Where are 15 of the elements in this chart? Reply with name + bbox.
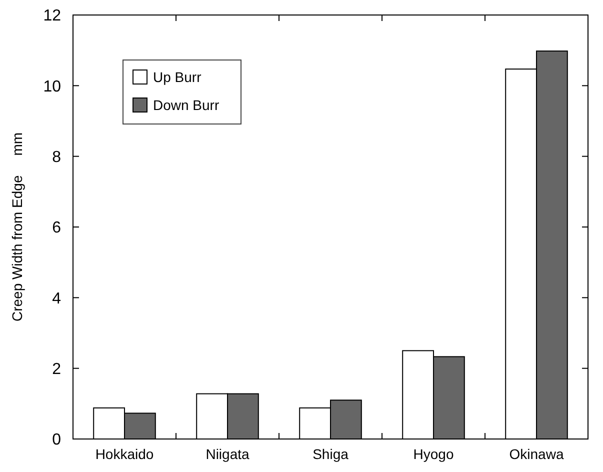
y-tick-label: 10 xyxy=(43,78,62,96)
legend-label: Up Burr xyxy=(153,68,202,85)
y-tick-label: 0 xyxy=(52,432,62,449)
y-axis-title: Creep Width from Edge mm xyxy=(9,132,25,322)
y-tick-label: 12 xyxy=(43,8,62,25)
x-tick-label: Hokkaido xyxy=(95,446,154,462)
x-tick-label: Shiga xyxy=(312,446,349,462)
legend-label: Down Burr xyxy=(153,96,220,113)
y-tick-label: 4 xyxy=(52,290,62,308)
x-tick-label: Hyogo xyxy=(413,446,454,462)
x-tick-label: Niigata xyxy=(206,446,250,462)
x-tick-label: Okinawa xyxy=(509,446,564,462)
y-tick-label: 2 xyxy=(52,360,62,378)
y-tick-label: 6 xyxy=(52,220,62,237)
y-tick-label: 8 xyxy=(52,148,62,166)
